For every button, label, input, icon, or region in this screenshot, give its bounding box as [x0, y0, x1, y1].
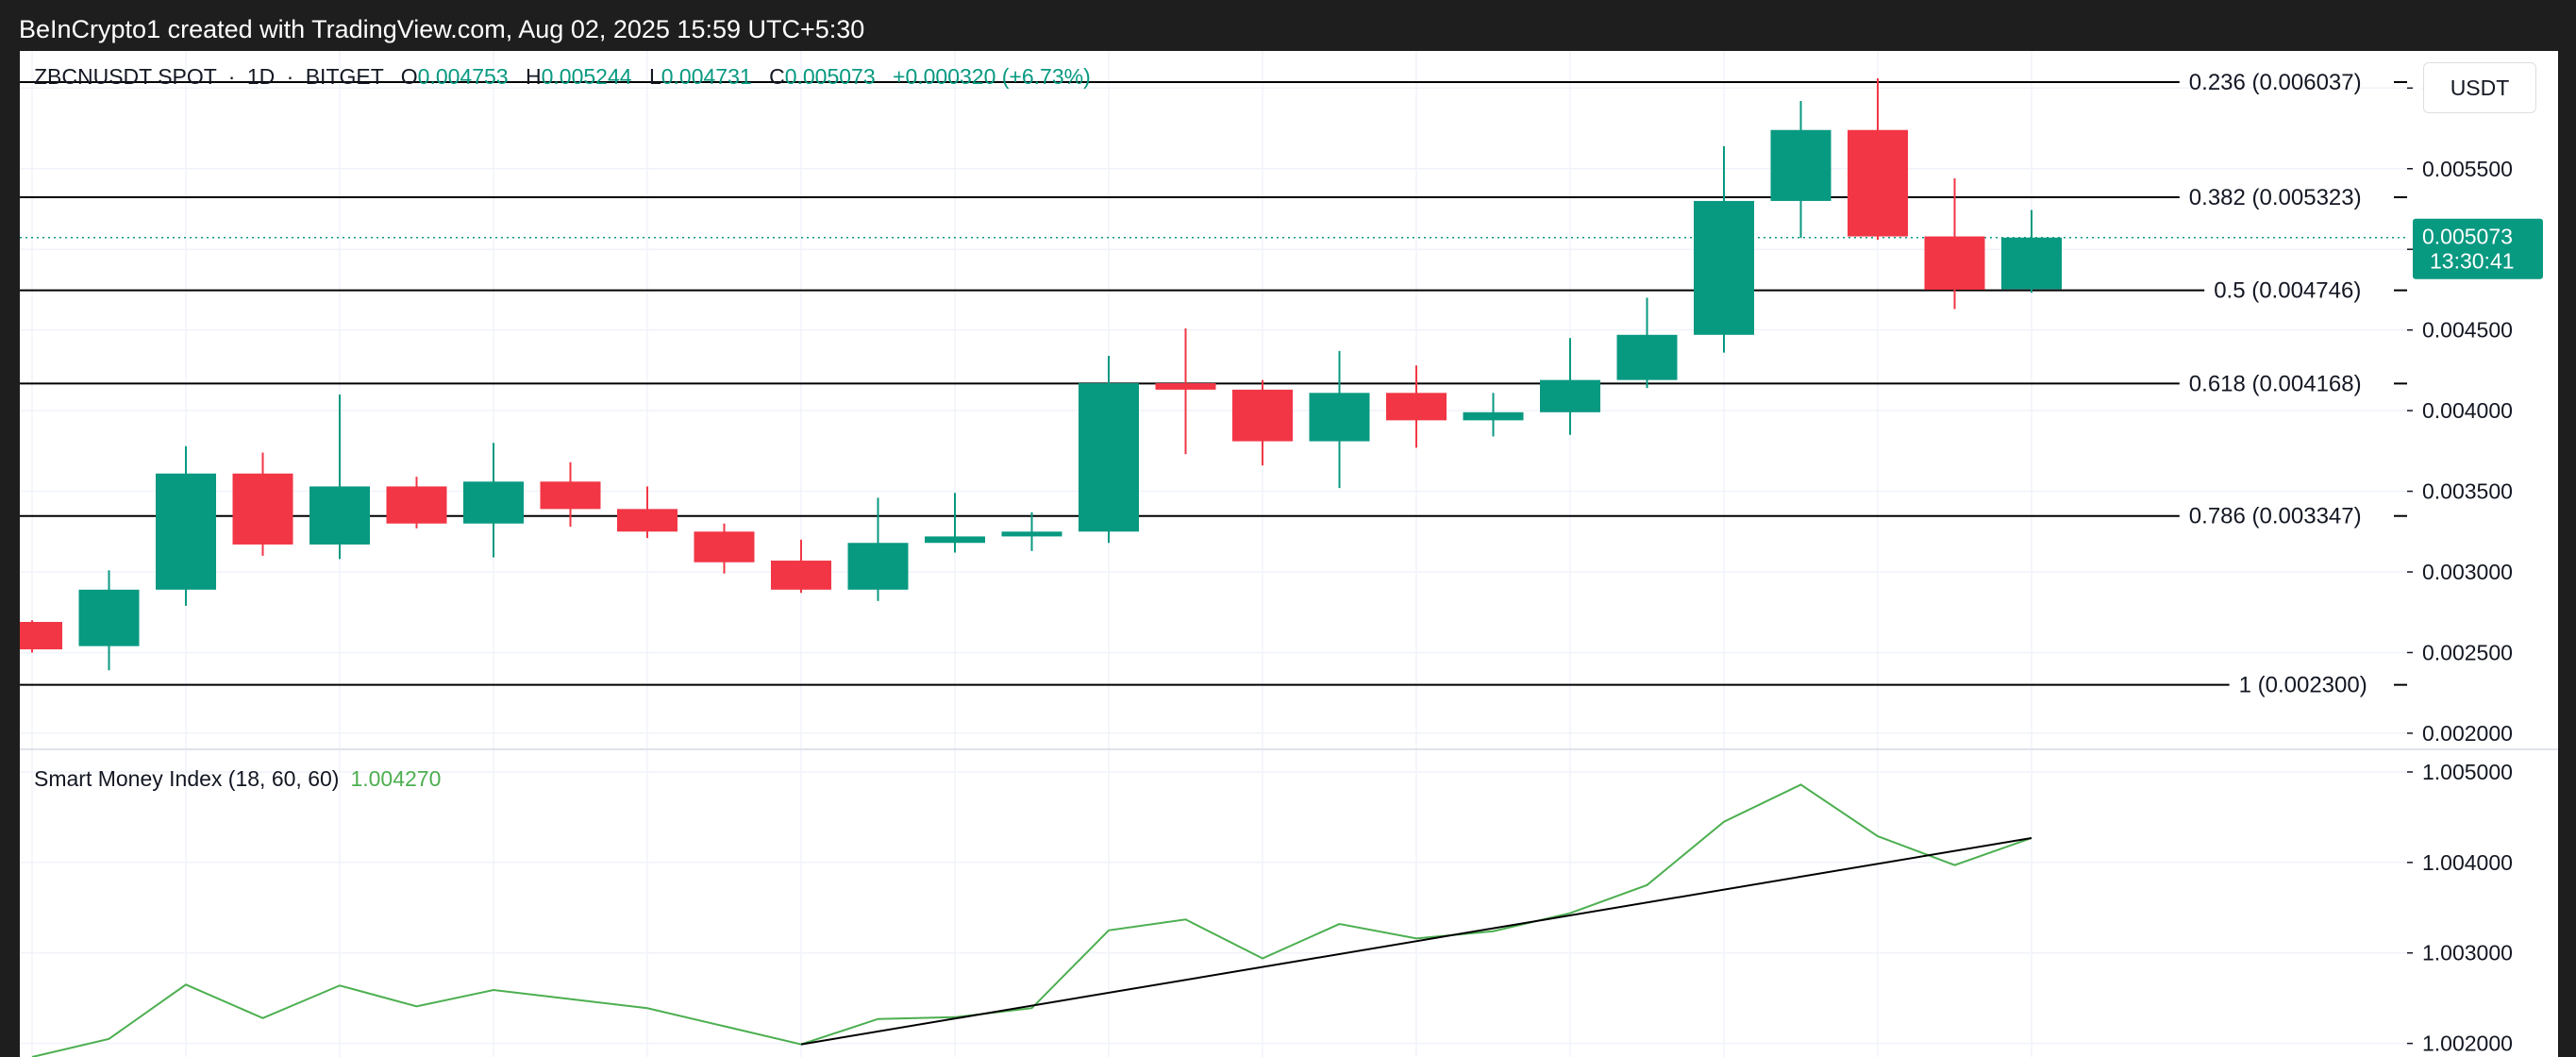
last-price-tag: 0.005073 13:30:41	[2413, 218, 2543, 279]
price-axis-label: 0.003500	[2422, 479, 2513, 504]
exchange-label: BITGET	[305, 64, 384, 89]
symbol-name[interactable]: ZBCNUSDT SPOT	[34, 64, 217, 89]
indicator-axis-label: 1.003000	[2422, 941, 2513, 965]
candle-body	[2001, 237, 2062, 290]
candle-body	[1616, 334, 1678, 380]
indicator-value: 1.004270	[350, 766, 442, 791]
candle-body	[1770, 129, 1832, 201]
grid-lines	[20, 51, 2407, 1057]
indicator-axis-label: 1.005000	[2422, 760, 2513, 784]
price-axis-label: 0.004500	[2422, 318, 2513, 343]
close-label: C	[769, 64, 785, 89]
smart-money-index-pane	[31, 783, 2032, 1057]
legend-separator: ·	[227, 64, 236, 89]
close-value: 0.005073	[784, 64, 876, 89]
candle-body	[1232, 389, 1293, 442]
candle-body	[1694, 200, 1754, 335]
fib-level-label: 0.236 (0.006037)	[2189, 70, 2362, 95]
low-value: 0.004731	[661, 64, 752, 89]
smi-trendline	[800, 836, 2032, 1046]
candle-body	[1155, 383, 1216, 390]
chart-panel[interactable]: 0.236 (0.006037) 0.382 (0.005323) 0.5 (0.0…	[20, 51, 2558, 1057]
candle-body	[925, 536, 985, 544]
candle-body	[1924, 236, 1985, 290]
price-axis-label: 0.005500	[2422, 157, 2513, 181]
legend-separator: ·	[286, 64, 294, 89]
price-axis-label: 0.002000	[2422, 721, 2513, 746]
smi-line	[31, 783, 2032, 1057]
candle-body	[309, 486, 370, 545]
candle-body	[1463, 411, 1524, 421]
price-axis-label: 0.002500	[2422, 640, 2513, 664]
candle-body	[463, 481, 524, 524]
fib-level-label: 0.786 (0.003347)	[2189, 504, 2362, 529]
candle-body	[540, 481, 601, 510]
indicator-axis-label: 1.002000	[2422, 1032, 2513, 1056]
candlestick-series	[20, 78, 2062, 671]
candle-body	[1848, 129, 1908, 237]
candle-body	[386, 486, 447, 524]
fib-level-label: 0.5 (0.004746)	[2214, 278, 2361, 304]
symbol-legend: ZBCNUSDT SPOT · 1D · BITGET O0.004753 H0…	[34, 64, 1091, 90]
candle-body	[1386, 393, 1447, 421]
attribution-text: BeInCrypto1 created with TradingView.com…	[19, 15, 865, 43]
price-axis-label: 0.003000	[2422, 560, 2513, 584]
chart-canvas[interactable]: 0.236 (0.006037) 0.382 (0.005323) 0.5 (0.0…	[20, 51, 2558, 1057]
fib-level-label: 0.382 (0.005323)	[2189, 185, 2362, 210]
candle-body	[1309, 393, 1370, 442]
candle-body	[617, 509, 677, 532]
indicator-axis-label: 1.004000	[2422, 850, 2513, 875]
candle-body	[847, 543, 909, 590]
price-axis-label: 0.004000	[2422, 398, 2513, 423]
low-label: L	[648, 64, 661, 89]
high-label: H	[525, 64, 542, 89]
indicator-legend: Smart Money Index (18, 60, 60) 1.004270	[34, 766, 441, 792]
indicator-title[interactable]: Smart Money Index (18, 60, 60)	[34, 766, 340, 791]
last-price-tag-bg	[2413, 218, 2543, 279]
fib-level-label: 1 (0.002300)	[2239, 673, 2367, 698]
change-value: +0.000320 (+6.73%)	[893, 64, 1091, 89]
interval-label[interactable]: 1D	[246, 64, 276, 89]
candle-body	[771, 561, 831, 590]
high-value: 0.005244	[541, 64, 632, 89]
candle-body	[1079, 383, 1139, 532]
candle-countdown: 13:30:41	[2430, 249, 2515, 274]
candle-body	[20, 621, 62, 650]
candle-body	[78, 589, 140, 646]
fib-level-label: 0.618 (0.004168)	[2189, 371, 2362, 396]
open-value: 0.004753	[417, 64, 509, 89]
currency-button[interactable]: USDT	[2423, 62, 2536, 113]
last-price-value: 0.005073	[2422, 225, 2513, 249]
candle-body	[232, 473, 293, 545]
candle-body	[694, 531, 755, 562]
attribution-bar: BeInCrypto1 created with TradingView.com…	[0, 0, 2576, 51]
candle-body	[1001, 531, 1062, 537]
candle-body	[1540, 379, 1600, 412]
open-label: O	[400, 64, 418, 89]
candle-body	[156, 473, 216, 590]
